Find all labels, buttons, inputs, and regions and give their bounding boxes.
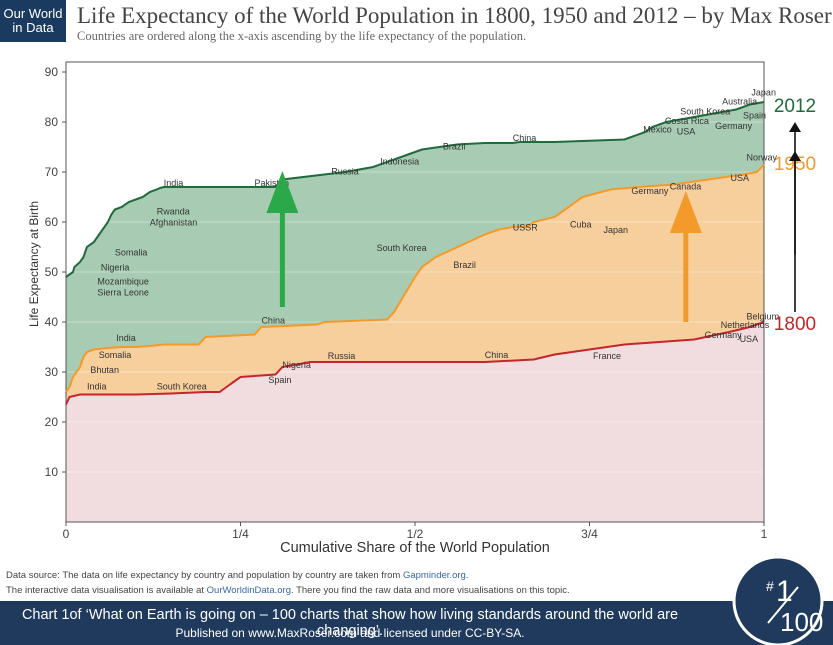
logo-line2: in Data	[12, 20, 54, 35]
country-label: Germany	[705, 330, 743, 340]
country-label: USA	[677, 127, 696, 137]
country-label: Spain	[743, 111, 766, 121]
x-axis-label: Cumulative Share of the World Population	[280, 540, 550, 556]
source-text-end: .	[465, 570, 469, 581]
x-tick-label: 0	[63, 527, 70, 541]
country-label: Somalia	[115, 248, 148, 258]
country-label: USSR	[513, 223, 539, 233]
country-label: Brazil	[453, 260, 476, 270]
country-label: Canada	[670, 182, 702, 192]
area-1800	[66, 322, 764, 522]
country-label: Rwanda	[157, 207, 190, 217]
country-label: Sierra Leone	[97, 288, 149, 298]
gapminder-link[interactable]: Gapminder.org	[402, 570, 466, 581]
country-label: Somalia	[99, 350, 132, 360]
country-label: Costa Rica	[665, 116, 709, 126]
country-label: India	[164, 178, 184, 188]
country-label: Australia	[722, 97, 757, 107]
badge-total: 100	[780, 607, 823, 637]
y-tick-label: 40	[45, 315, 59, 329]
improvement-arrow-head	[266, 171, 299, 213]
country-label: China	[261, 316, 285, 326]
country-label: Netherlands	[721, 320, 770, 330]
x-tick-label: 3/4	[581, 527, 598, 541]
series-label-1800: 1800	[774, 314, 816, 335]
country-label: Afghanistan	[150, 218, 198, 228]
interactive-text-end: . There you find the raw data and more v…	[290, 585, 570, 596]
badge-hash: #	[766, 578, 774, 594]
y-tick-label: 60	[45, 215, 59, 229]
footer-line1: Chart 1of ‘What on Earth is going on – 1…	[21, 607, 679, 639]
y-tick-label: 80	[45, 115, 59, 129]
logo-line1: Our World	[3, 6, 63, 21]
country-label: Mozambique	[97, 277, 149, 287]
country-label: China	[485, 350, 509, 360]
y-tick-label: 50	[45, 265, 59, 279]
series-label-2012: 2012	[774, 96, 816, 117]
country-label: Japan	[751, 88, 776, 98]
country-label: Indonesia	[380, 157, 419, 167]
country-label: Mexico	[643, 125, 672, 135]
country-label: South Korea	[377, 243, 427, 253]
y-tick-label: 90	[45, 65, 59, 79]
series-line-1800	[65, 321, 765, 405]
country-label: USA	[740, 334, 759, 344]
badge-circle	[732, 555, 824, 645]
interactive-text: The interactive data visualisation is av…	[6, 585, 207, 596]
country-label: Pakistan	[254, 178, 289, 188]
country-label: USA	[730, 173, 749, 183]
owid-link[interactable]: OurWorldinData.org	[206, 585, 291, 596]
y-tick-label: 10	[45, 465, 59, 479]
y-tick-label: 30	[45, 365, 59, 379]
country-label: China	[513, 133, 537, 143]
chart-subtitle: Countries are ordered along the x-axis a…	[77, 29, 527, 43]
y-tick-label: 70	[45, 165, 59, 179]
chart: 10 20 30 40 50 60 70 80 90 0 1/4 1/2 3/4 1 Cumulative …	[27, 61, 816, 556]
country-label: France	[593, 351, 621, 361]
country-label: Cuba	[570, 220, 592, 230]
country-label: India	[87, 382, 107, 392]
x-tick-label: 1	[761, 527, 768, 541]
badge-slash	[767, 586, 799, 624]
x-tick-label: 1/2	[407, 527, 424, 541]
chart-number-badge: # 1 100	[732, 555, 824, 645]
country-label: Japan	[603, 225, 628, 235]
x-tick-label: 1/4	[232, 527, 249, 541]
country-label: Russia	[331, 167, 359, 177]
country-label: Spain	[268, 375, 291, 385]
country-label: Belgium	[747, 312, 780, 322]
footer-line2: Published on www.MaxRoser.com and licens…	[175, 626, 525, 640]
country-label: Norway	[747, 153, 778, 163]
y-axis-label: Life Expectancy at Birth	[27, 201, 41, 327]
improvement-arrow-head	[669, 191, 702, 233]
logo: Our World in Data	[0, 0, 66, 42]
series-line-1950	[65, 163, 765, 393]
country-label: Nigeria	[282, 360, 311, 370]
country-label: South Korea	[680, 107, 730, 117]
country-label: India	[116, 333, 136, 343]
y-tick-label: 20	[45, 415, 59, 429]
chart-title: Life Expectancy of the World Population …	[77, 3, 832, 28]
country-label: Bhutan	[90, 365, 119, 375]
year-arrow-head	[789, 122, 801, 132]
country-label: Nigeria	[101, 263, 130, 273]
country-label: Germany	[715, 121, 753, 131]
footer: Chart 1of ‘What on Earth is going on – 1…	[0, 601, 833, 645]
country-label: South Korea	[157, 382, 207, 392]
country-label: Russia	[328, 351, 356, 361]
source-text: Data source: The data on life expectancy…	[6, 570, 403, 581]
country-label: Brazil	[443, 142, 466, 152]
data-source: Data source: The data on life expectancy…	[6, 568, 570, 598]
year-arrow-head	[789, 151, 801, 161]
country-label: Germany	[631, 186, 669, 196]
